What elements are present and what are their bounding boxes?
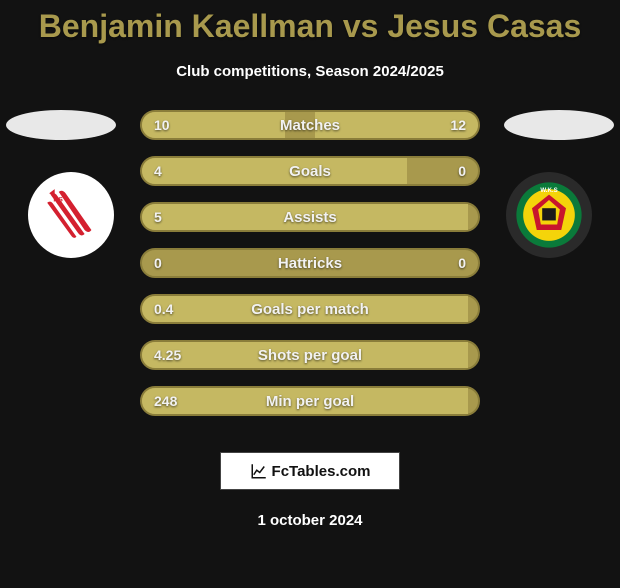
- stat-value-right: 0: [458, 156, 466, 186]
- stats-area: KS W.K.S Matches10 12 Goals4 0 Assists5 Hattr…: [0, 110, 620, 430]
- stat-label: Min per goal: [140, 386, 480, 416]
- player-oval-left: [6, 110, 116, 140]
- stat-rows: Matches1012Goals40Assists5Hattricks00Goa…: [140, 110, 480, 432]
- page-title: Benjamin Kaellman vs Jesus Casas: [0, 8, 620, 45]
- footer-brand-text: FcTables.com: [272, 463, 371, 480]
- stat-row: Matches10 12: [140, 110, 480, 140]
- stat-value-left: 4.25: [154, 340, 181, 370]
- stat-row: Goals per match0.4: [140, 294, 480, 324]
- stat-label: Hattricks: [140, 248, 480, 278]
- stat-label: Matches: [140, 110, 480, 140]
- cracovia-icon: KS: [37, 181, 105, 249]
- team-badge-left: KS: [28, 172, 114, 258]
- stat-value-left: 0.4: [154, 294, 173, 324]
- stat-label: Goals: [140, 156, 480, 186]
- stat-label: Shots per goal: [140, 340, 480, 370]
- footer-date: 1 october 2024: [0, 512, 620, 529]
- stat-row: Assists5: [140, 202, 480, 232]
- slask-icon: W.K.S: [515, 181, 583, 249]
- stat-label: Assists: [140, 202, 480, 232]
- stat-value-left: 10: [154, 110, 170, 140]
- subtitle: Club competitions, Season 2024/2025: [0, 63, 620, 80]
- stat-value-left: 248: [154, 386, 177, 416]
- stat-row: Goals4 0: [140, 156, 480, 186]
- stat-row: Hattricks0 0: [140, 248, 480, 278]
- player-oval-right: [504, 110, 614, 140]
- svg-text:W.K.S: W.K.S: [540, 187, 557, 194]
- stat-row: Min per goal248: [140, 386, 480, 416]
- stat-value-right: 12: [450, 110, 466, 140]
- svg-text:KS: KS: [53, 196, 63, 203]
- stat-row: Shots per goal4.25: [140, 340, 480, 370]
- stat-value-left: 0: [154, 248, 162, 278]
- footer-brand: FcTables.com: [220, 452, 400, 490]
- stat-value-left: 5: [154, 202, 162, 232]
- chart-icon: [250, 462, 268, 480]
- stat-label: Goals per match: [140, 294, 480, 324]
- team-badge-right: W.K.S: [506, 172, 592, 258]
- stat-value-right: 0: [458, 248, 466, 278]
- stat-value-left: 4: [154, 156, 162, 186]
